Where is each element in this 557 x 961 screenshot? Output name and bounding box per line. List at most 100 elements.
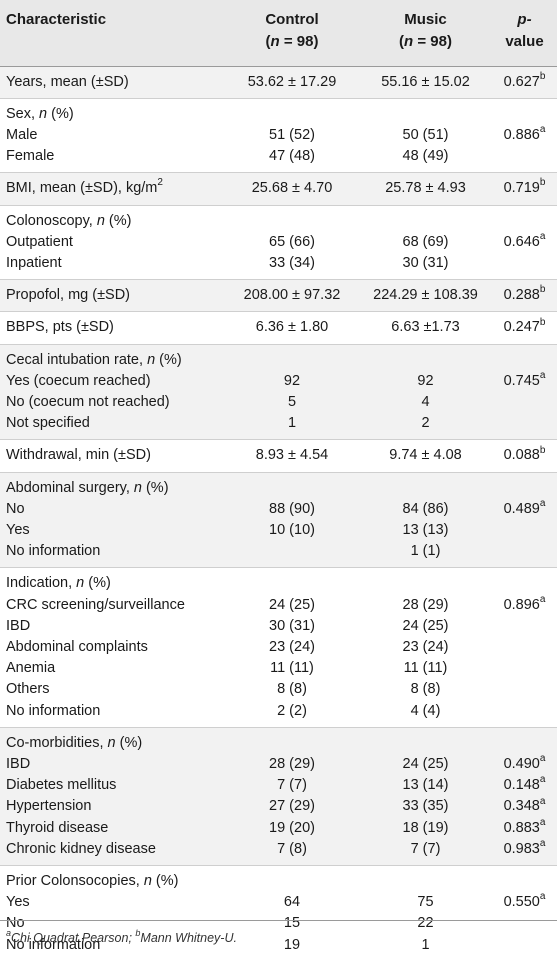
table-row: No information 2 (2) 4 (4): [0, 701, 557, 728]
music-value: 1 (1): [359, 541, 492, 568]
p-value: 0.886a: [492, 125, 557, 146]
row-label: Propofol, mg (±SD): [0, 279, 225, 312]
group-heading-n: n: [96, 212, 105, 229]
control-value: 19 (20): [225, 817, 359, 839]
p-value: [492, 679, 557, 700]
footnote-b-mark: b: [135, 927, 141, 938]
control-value: 25.68 ± 4.70: [225, 172, 359, 206]
row-label: Chronic kidney disease: [0, 838, 225, 866]
row-label-text: Male: [6, 126, 38, 143]
table-body: Years, mean (±SD) 53.62 ± 17.29 55.16 ± 15…: [0, 66, 557, 961]
p-value: [492, 935, 557, 961]
row-label-text: No information: [6, 543, 101, 560]
p-value: 0.550a: [492, 892, 557, 913]
control-value: 6.36 ± 1.80: [255, 319, 329, 336]
music-value: 6.63 ±1.73: [391, 319, 460, 336]
p-value-test-mark: a: [539, 891, 546, 903]
header-characteristic: Characteristic: [6, 11, 107, 28]
header-control-n-symbol: n: [270, 33, 280, 50]
music-value: 1: [421, 936, 430, 953]
control-value: 15: [283, 915, 301, 932]
row-label: Years, mean (±SD): [0, 66, 225, 99]
p-value: [492, 253, 557, 280]
music-value: 75: [417, 894, 434, 911]
music-value: 7 (7): [359, 838, 492, 866]
row-label: BBPS, pts (±SD): [0, 312, 225, 344]
p-value: [492, 519, 557, 542]
p-value-test-mark: a: [539, 753, 546, 765]
row-label-text: Hypertension: [6, 798, 92, 815]
music-value: 13 (13): [359, 519, 492, 542]
header-control: Control (n = 98): [265, 11, 319, 50]
table-row: Anemia 11 (11) 11 (11): [0, 658, 557, 679]
table-row: No 15 22: [0, 913, 557, 934]
row-label-text: No (coecum not reached): [6, 393, 170, 410]
p-value-test-mark: a: [539, 837, 546, 849]
row-label: No (coecum not reached): [0, 391, 225, 414]
group-heading: Indication, n (%): [0, 568, 557, 595]
group-heading-tail: (%): [84, 575, 111, 592]
p-value-text: 0.896: [503, 596, 540, 613]
row-label-text: No information: [6, 936, 101, 953]
control-value: 2 (2): [277, 702, 307, 719]
p-value-text: 0.348: [503, 798, 540, 815]
header-music-n-symbol: n: [404, 33, 414, 50]
group-heading-n: n: [147, 351, 156, 368]
p-value: 0.883a: [492, 817, 557, 839]
row-label-text: BBPS, pts (±SD): [6, 319, 114, 336]
table-row: Withdrawal, min (±SD) 8.93 ± 4.54 9.74 ± 4…: [0, 439, 557, 472]
row-label: No: [0, 913, 225, 934]
p-value: [492, 413, 557, 440]
p-value: 0.088b: [492, 440, 557, 472]
music-value: 92: [359, 370, 492, 392]
control-value: 5: [225, 391, 359, 414]
p-value-test-mark: a: [539, 124, 546, 136]
row-label: No information: [0, 935, 225, 961]
control-value: [225, 541, 359, 568]
p-value-text: 0.745: [503, 372, 540, 389]
header-music-label: Music: [404, 11, 447, 28]
music-value: 30 (31): [402, 254, 449, 271]
row-label-text: IBD: [6, 617, 31, 634]
group-heading: Abdominal surgery, n (%): [0, 472, 557, 499]
footnote-a-mark: a: [6, 927, 12, 938]
group-heading-text: Indication,: [6, 575, 77, 592]
p-value-test-mark: b: [539, 284, 546, 296]
p-value: 0.288b: [492, 279, 557, 312]
table-header: Characteristic Control (n = 98) Music (n…: [0, 0, 557, 66]
table-row: Propofol, mg (±SD) 208.00 ± 97.32 224.29 ±…: [0, 279, 557, 312]
row-label-text: Propofol, mg (±SD): [6, 287, 130, 304]
footnote-a-text: Chi Quadrat Pearson;: [11, 931, 136, 945]
control-value: 11 (11): [270, 660, 314, 677]
group-heading-row: Abdominal surgery, n (%): [0, 472, 557, 499]
p-value-text: 0.646: [503, 233, 540, 250]
row-label: Hypertension: [0, 796, 225, 818]
music-value: 2: [359, 413, 492, 440]
control-value: 1: [225, 413, 359, 440]
table-row: Abdominal complaints 23 (24) 23 (24): [0, 637, 557, 658]
group-heading-tail: (%): [141, 479, 169, 496]
bottom-rule: [0, 920, 557, 921]
p-value-text: 0.550: [503, 894, 540, 911]
group-heading-row: Colonoscopy, n (%): [0, 205, 557, 232]
row-label-text: Chronic kidney disease: [6, 840, 156, 857]
control-value: 65 (66): [269, 233, 315, 250]
row-label-text: Withdrawal, min (±SD): [6, 447, 151, 464]
p-value-text: 0.490: [503, 755, 540, 772]
p-value: 0.489a: [492, 498, 557, 520]
table-row: Inpatient 33 (34) 30 (31): [0, 253, 557, 280]
row-label: Male: [0, 125, 225, 146]
music-value: 24 (25): [402, 617, 449, 634]
p-value-test-mark: b: [539, 444, 546, 456]
row-label-text: Female: [6, 148, 55, 165]
row-label-text: No: [6, 500, 25, 517]
music-value: 50 (51): [402, 126, 449, 143]
row-label-text: IBD: [6, 755, 31, 772]
music-value: 8 (8): [410, 681, 441, 698]
control-value: 208.00 ± 97.32: [225, 279, 359, 312]
header-music: Music (n = 98): [399, 11, 452, 50]
group-heading-text: Colonoscopy,: [6, 212, 97, 229]
control-value: 64: [283, 894, 301, 911]
p-value: [492, 616, 557, 637]
